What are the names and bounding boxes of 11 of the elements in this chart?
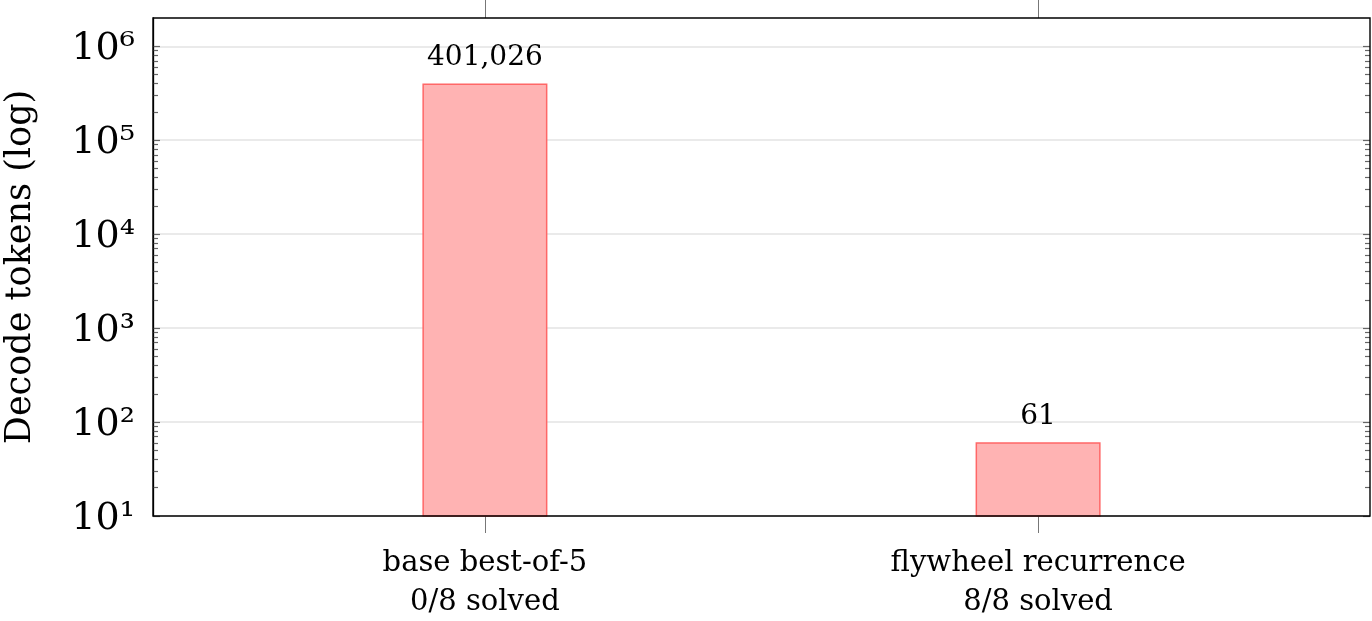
y-tick-label: 10⁶ (71, 24, 135, 69)
y-tick-label: 10² (71, 400, 135, 445)
y-tick-label: 10⁴ (71, 212, 135, 257)
y-tick-label: 10¹ (71, 494, 135, 538)
data-label: 61 (1020, 397, 1056, 431)
data-label: 401,026 (427, 39, 543, 73)
y-axis-title: Decode tokens (log) (0, 89, 38, 445)
x-tick-label: flywheel recurrence 8/8 solved (890, 543, 1186, 617)
y-tick-label: 10³ (71, 306, 135, 351)
x-tick-label: base best-of-5 0/8 solved (382, 543, 588, 617)
y-tick-label: 10⁵ (71, 118, 135, 163)
